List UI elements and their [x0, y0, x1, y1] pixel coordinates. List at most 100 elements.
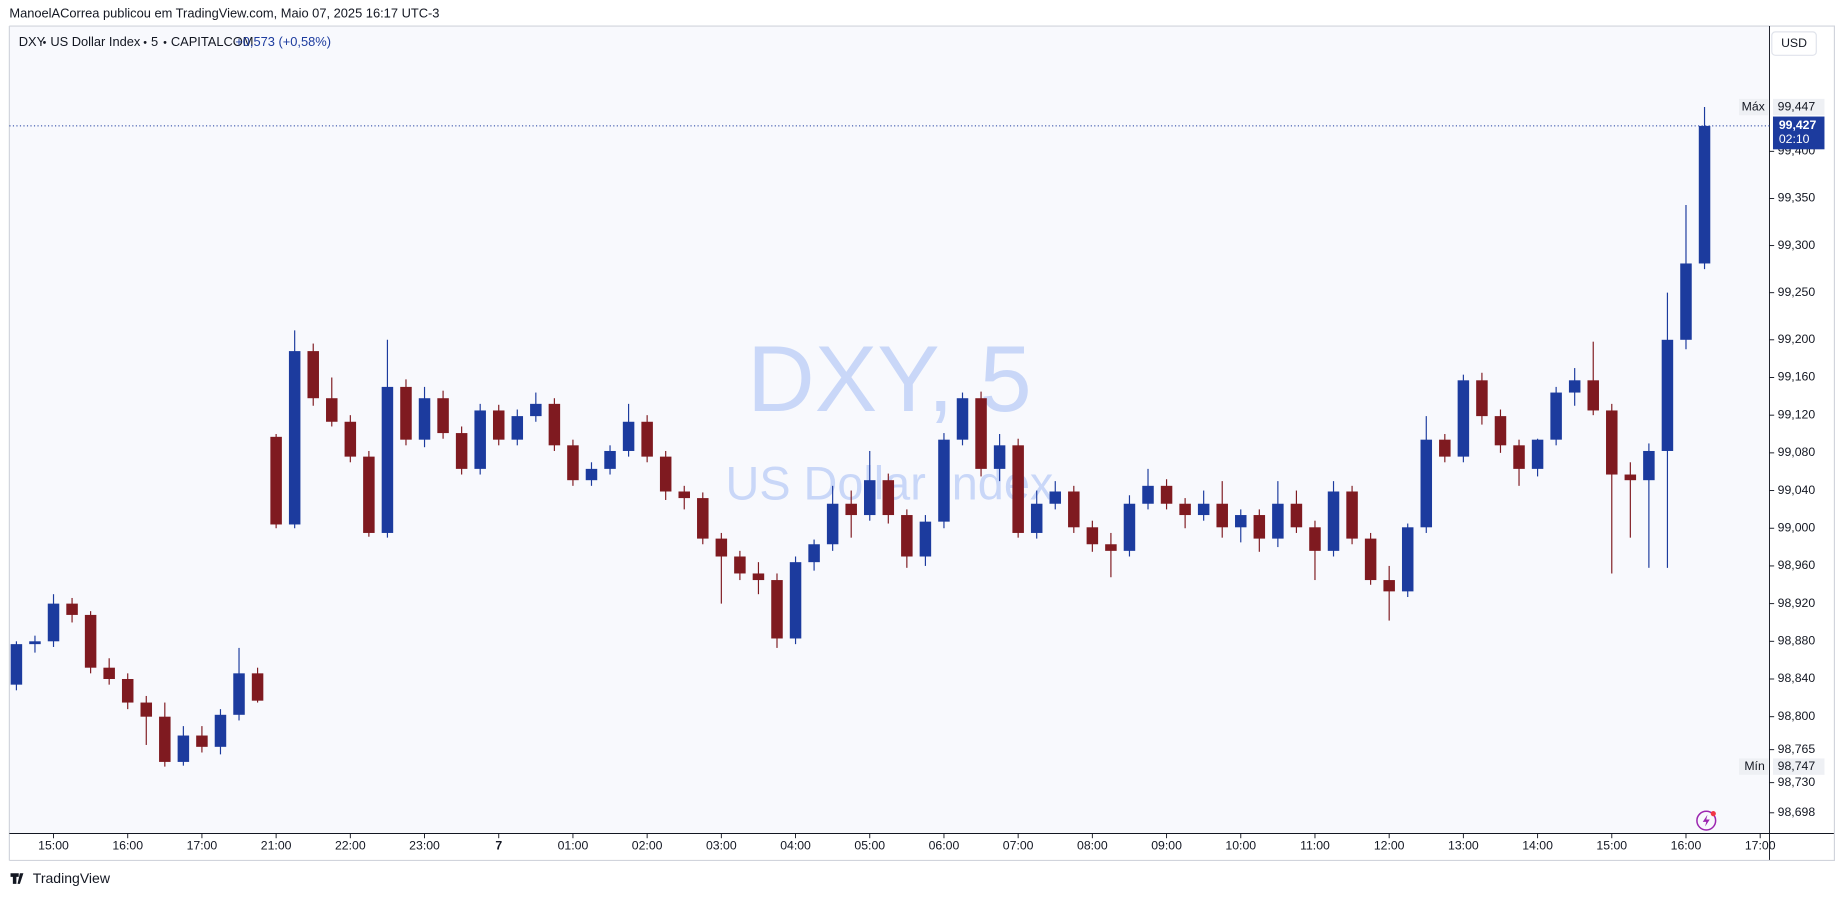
y-tick-label: 98,698 — [1778, 805, 1816, 819]
candle-body — [1216, 503, 1228, 528]
candle-body — [1383, 580, 1395, 592]
candle-body — [363, 456, 375, 533]
candle-body — [975, 398, 987, 469]
brand-logo — [10, 873, 24, 884]
x-tick-label: 05:00 — [854, 839, 885, 853]
min-price-tag: Mín — [1744, 759, 1765, 773]
max-price-tag: Máx — [1742, 99, 1765, 113]
lightning-icon[interactable] — [1696, 810, 1717, 831]
brand-name: TradingView — [33, 870, 111, 886]
candle-body — [1086, 527, 1099, 545]
icon-bolt[interactable] — [1702, 814, 1710, 827]
currency-button[interactable] — [1771, 31, 1817, 56]
legend: DXY US Dollar Index 5 CAPITALCOM +0,573 … — [19, 34, 331, 49]
candle-body — [1698, 125, 1711, 264]
x-tick-label: 16:00 — [1671, 839, 1702, 853]
x-tick-label: 03:00 — [706, 839, 737, 853]
candle-body — [1012, 445, 1024, 533]
candle-body — [641, 421, 653, 457]
candle-body — [826, 503, 839, 545]
candle-body — [1420, 439, 1433, 528]
y-tick-label: 98,840 — [1778, 671, 1816, 685]
candle-body — [29, 641, 41, 645]
countdown: 02:10 — [1779, 132, 1810, 146]
candle-body — [993, 445, 1006, 469]
candle-body — [381, 386, 394, 533]
candle-body — [121, 678, 134, 703]
x-tick-label: 22:00 — [335, 839, 366, 853]
candle-body — [66, 603, 78, 615]
candle-body — [1123, 503, 1136, 551]
candle-body — [140, 702, 153, 717]
candle-body — [901, 515, 913, 557]
axes: 99,40099,35099,30099,25099,20099,16099,1… — [38, 98, 1825, 853]
candle-body — [326, 398, 338, 422]
candle-body — [492, 410, 505, 440]
x-tick-label: 09:00 — [1151, 839, 1182, 853]
change: +0,573 (+0,58%) — [235, 34, 331, 49]
min-price-tag-box — [1739, 758, 1769, 775]
x-tick-label: 08:00 — [1077, 839, 1108, 853]
candle-body — [1346, 491, 1358, 539]
candle-body — [715, 538, 728, 557]
candles — [10, 107, 1711, 767]
candle-body — [103, 667, 115, 679]
candle-body — [1587, 380, 1599, 411]
x-tick-label: 17:00 — [1745, 839, 1776, 853]
candle-body — [307, 351, 319, 399]
candle-body — [530, 403, 542, 417]
candle-body — [400, 386, 412, 440]
candle-body — [808, 544, 820, 563]
x-tick-label: 16:00 — [112, 839, 143, 853]
candle-body — [1327, 491, 1340, 551]
candle-body — [1364, 538, 1377, 581]
min-price-value: 98,747 — [1778, 759, 1816, 773]
candle-body — [474, 410, 486, 469]
last-price-value: 99,427 — [1779, 118, 1817, 132]
separator — [43, 41, 46, 44]
x-tick-label: 13:00 — [1448, 839, 1479, 853]
candle-body — [1309, 527, 1321, 551]
candle-body — [1531, 439, 1544, 469]
candle-body — [1624, 474, 1637, 481]
plot-area — [9, 26, 1770, 834]
x-tick-label: 15:00 — [38, 839, 69, 853]
candle-body — [418, 398, 431, 440]
candle-body — [734, 556, 746, 574]
candle-body — [845, 503, 857, 516]
candle-body — [10, 644, 23, 685]
candle-body — [196, 735, 208, 747]
candle-body — [1068, 491, 1080, 528]
x-tick-label: 07:00 — [1003, 839, 1034, 853]
icon-dot[interactable] — [1710, 811, 1716, 817]
candle-body — [789, 562, 802, 639]
y-tick-label: 98,880 — [1778, 634, 1816, 648]
y-tick-label: 99,080 — [1778, 445, 1816, 459]
y-tick-label: 99,350 — [1778, 191, 1816, 205]
x-tick-label: 17:00 — [187, 839, 218, 853]
candle-body — [1401, 527, 1414, 592]
candle-body — [1197, 503, 1210, 516]
separator — [143, 41, 147, 44]
candle-body — [1253, 515, 1266, 539]
candle-body — [1272, 503, 1284, 539]
candle-body — [1513, 445, 1525, 469]
candle-body — [159, 716, 171, 762]
candle-body — [1680, 263, 1692, 340]
icon-ring[interactable] — [1696, 810, 1717, 831]
candle-body — [1457, 380, 1470, 457]
candle-body — [1476, 380, 1488, 417]
currency[interactable]: USD — [1781, 36, 1807, 50]
candle-body — [659, 456, 672, 492]
y-tick-label: 98,765 — [1778, 742, 1816, 756]
x-tick-label: 23:00 — [409, 839, 440, 853]
candle-body — [567, 445, 579, 481]
candle-body — [47, 603, 60, 642]
y-tick-label: 98,920 — [1778, 596, 1816, 610]
candle-body — [1550, 392, 1562, 440]
candle-body — [1290, 503, 1303, 528]
max-price-box — [1772, 98, 1825, 116]
candle-body — [455, 433, 468, 469]
x-tick-label: 01:00 — [558, 839, 589, 853]
